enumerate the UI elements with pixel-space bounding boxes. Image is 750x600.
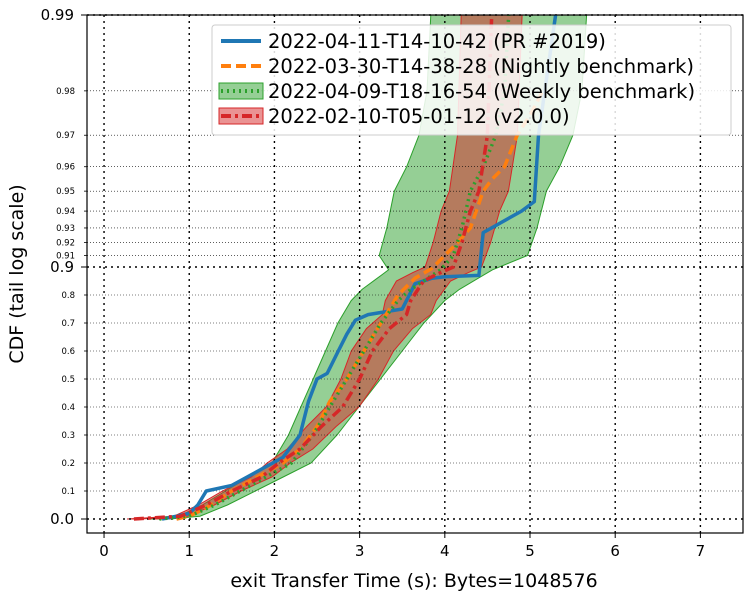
legend-label-0: 2022-04-11-T14-10-42 (PR #2019) bbox=[268, 30, 606, 53]
series-line-2 bbox=[159, 14, 511, 521]
y-minor-tick-label-10: 0.93 bbox=[56, 224, 75, 234]
series-line-0 bbox=[161, 14, 558, 521]
y-minor-tick-label-0: 0.1 bbox=[61, 487, 75, 497]
legend: 2022-04-11-T14-10-42 (PR #2019)2022-03-3… bbox=[211, 24, 732, 136]
y-axis-label: CDF (tail log scale) bbox=[6, 184, 28, 363]
x-tick-label-4: 4 bbox=[440, 542, 450, 560]
x-tick-label-6: 6 bbox=[610, 542, 620, 560]
series-line-1 bbox=[176, 90, 545, 521]
y-minor-tick-label-7: 0.8 bbox=[61, 291, 75, 301]
x-tick-label-7: 7 bbox=[696, 542, 706, 560]
y-minor-tick-label-12: 0.95 bbox=[56, 187, 75, 197]
y-minor-tick-label-13: 0.96 bbox=[56, 163, 75, 173]
series-lines bbox=[133, 14, 558, 521]
x-tick-label-1: 1 bbox=[184, 542, 194, 560]
y-major-tick-label-1: 0.9 bbox=[50, 258, 74, 276]
y-major-tick-label-0: 0.0 bbox=[50, 510, 74, 528]
x-tick-label-2: 2 bbox=[270, 542, 280, 560]
y-minor-tick-label-5: 0.6 bbox=[61, 347, 75, 357]
y-minor-tick-label-4: 0.5 bbox=[61, 375, 75, 385]
legend-label-1: 2022-03-30-T14-38-28 (Nightly benchmark) bbox=[268, 55, 694, 78]
legend-label-3: 2022-02-10-T05-01-12 (v2.0.0) bbox=[268, 105, 570, 128]
plot-frame bbox=[86, 14, 744, 534]
legend-box bbox=[211, 24, 732, 136]
y-axis-ticks: 0.1 0.2 0.3 0.4 0.5 0.6 0.7 0.8 0.91 0.92 0.93 0.94… bbox=[41, 6, 87, 528]
legend-band-swatch-3 bbox=[218, 107, 264, 125]
x-axis-label: exit Transfer Time (s): Bytes=1048576 bbox=[230, 570, 597, 592]
legend-label-2: 2022-04-09-T18-16-54 (Weekly benchmark) bbox=[268, 80, 695, 103]
y-minor-tick-label-9: 0.92 bbox=[56, 239, 75, 249]
x-axis-ticks: 0 1 2 3 4 5 6 7 bbox=[99, 533, 705, 560]
y-minor-tick-label-6: 0.7 bbox=[61, 319, 75, 329]
y-minor-tick-label-3: 0.4 bbox=[61, 403, 75, 413]
x-tick-label-5: 5 bbox=[525, 542, 535, 560]
y-minor-tick-label-2: 0.3 bbox=[61, 431, 75, 441]
x-tick-label-3: 3 bbox=[355, 542, 365, 560]
y-minor-tick-label-15: 0.98 bbox=[56, 87, 75, 97]
y-minor-tick-label-11: 0.94 bbox=[56, 207, 75, 217]
y-minor-tick-label-14: 0.97 bbox=[56, 131, 75, 141]
y-minor-tick-label-8: 0.91 bbox=[56, 251, 75, 261]
y-major-tick-label-2: 0.99 bbox=[41, 6, 74, 24]
x-tick-label-0: 0 bbox=[99, 542, 109, 560]
series-line-3 bbox=[133, 14, 494, 521]
y-minor-tick-label-1: 0.2 bbox=[61, 459, 75, 469]
